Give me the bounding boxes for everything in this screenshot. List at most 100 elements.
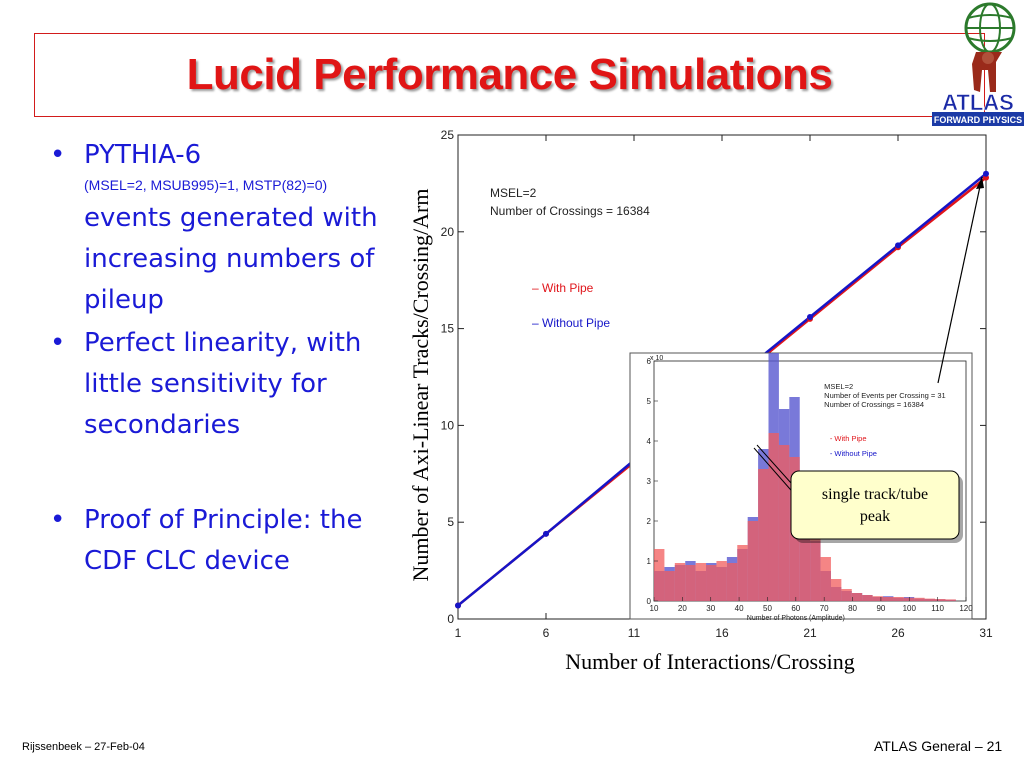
inset-x-tick-label: 20 <box>678 604 687 613</box>
title-box: Lucid Performance Simulations <box>34 33 985 117</box>
inset-y-tick-label: 1 <box>647 557 652 566</box>
inset-x-tick-label: 60 <box>791 604 800 613</box>
data-point <box>543 530 549 537</box>
inset-x-tick-label: 30 <box>706 604 715 613</box>
histogram-bar <box>914 597 925 601</box>
arrow-head-icon <box>976 177 984 189</box>
callout-text-line-2: peak <box>860 508 890 525</box>
bullet-1: • PYTHIA-6 (MSEL=2, MSUB995)=1, MSTP(82)… <box>40 135 400 321</box>
data-point <box>983 170 989 177</box>
histogram-bar <box>820 557 831 601</box>
x-tick-label: 1 <box>455 626 462 640</box>
callout-arrow-line <box>937 176 983 384</box>
x-tick-label: 31 <box>979 626 993 640</box>
y-axis-label: Number of Axi-Linear Tracks/Crossing/Arm <box>408 189 433 582</box>
x-axis-label: Number of Interactions/Crossing <box>565 649 855 674</box>
inset-x-tick-label: 70 <box>820 604 829 613</box>
inset-y-tick-label: 3 <box>647 477 652 486</box>
histogram-bar <box>695 563 707 601</box>
bullet-dot-icon: • <box>50 140 66 170</box>
histogram-bar <box>883 597 894 601</box>
bullet-1-subtext: (MSEL=2, MSUB995)=1, MSTP(82)=0) <box>84 177 328 193</box>
y-tick-label: 20 <box>441 225 455 239</box>
data-point <box>455 602 461 609</box>
histogram-bar <box>654 549 665 601</box>
inset-x-tick-label: 40 <box>735 604 744 613</box>
inset-y-tick-label: 2 <box>647 517 652 526</box>
inset-x-tick-label: 10 <box>650 604 659 613</box>
inset-x-tick-label: 90 <box>876 604 885 613</box>
histogram-bar <box>747 521 759 601</box>
bullet-1-rest: events generated with increasing numbers… <box>84 203 378 315</box>
y-tick-label: 10 <box>441 418 455 432</box>
inset-legend-entry: - Without Pipe <box>830 449 877 458</box>
inset-x-tick-label: 80 <box>848 604 857 613</box>
inset-y-tick-label: 4 <box>647 437 652 446</box>
inset-annotation: Number of Crossings = 16384 <box>824 400 924 409</box>
histogram-bar <box>924 598 936 601</box>
histogram-bar <box>664 571 675 601</box>
histogram-bar <box>737 545 748 601</box>
histogram-bar <box>685 565 696 601</box>
bullet-2: • Perfect linearity, with little sensiti… <box>40 323 400 446</box>
histogram-bar <box>830 579 842 601</box>
inset-y-tick-label: 5 <box>647 397 652 406</box>
legend-entry: – With Pipe <box>532 281 594 295</box>
histogram-bar <box>768 433 779 601</box>
bullet-dot-icon: • <box>50 328 66 358</box>
bullet-list: • PYTHIA-6 (MSEL=2, MSUB995)=1, MSTP(82)… <box>40 135 400 582</box>
inset-y-tick-label: 6 <box>647 357 652 366</box>
x-tick-label: 21 <box>803 626 817 640</box>
footer-page-number: ATLAS General – 21 <box>874 738 1003 754</box>
inset-x-tick-label: 50 <box>763 604 772 613</box>
logo-text: ATLAS <box>942 90 1014 115</box>
inset-legend-entry: - With Pipe <box>830 434 867 443</box>
inset-y-tick-label: 0 <box>647 597 652 606</box>
bullet-dot-icon: • <box>50 505 66 535</box>
bullet-2-text: Perfect linearity, with little sensitivi… <box>84 328 362 440</box>
main-annotation: Number of Crossings = 16384 <box>490 204 650 218</box>
main-annotation: MSEL=2 <box>490 186 537 200</box>
callout-box <box>790 470 960 540</box>
x-tick-label: 26 <box>891 626 905 640</box>
y-tick-label: 25 <box>441 128 455 142</box>
logo-subtext: FORWARD PHYSICS <box>934 115 1022 125</box>
atlas-figure-icon <box>964 2 1016 92</box>
x-tick-label: 16 <box>715 626 729 640</box>
inset-x-tick-label: 120 <box>959 604 973 613</box>
y-tick-label: 0 <box>447 612 454 626</box>
y-tick-label: 5 <box>447 515 454 529</box>
histogram-bar <box>706 565 717 601</box>
inset-x-tick-label: 110 <box>931 604 944 613</box>
bullet-3-text: Proof of Principle: the CDF CLC device <box>84 505 363 576</box>
histogram-bar <box>716 561 727 601</box>
inset-annotation: MSEL=2 <box>824 382 853 391</box>
data-point <box>895 242 901 249</box>
inset-y-multiplier: x 10 <box>650 355 663 362</box>
inset-x-axis-label: Number of Photons (Amplitude) <box>747 615 845 622</box>
legend-entry: – Without Pipe <box>532 316 610 330</box>
atlas-logo: ATLAS FORWARD PHYSICS <box>932 2 1024 126</box>
histogram-bar <box>778 445 790 601</box>
histogram-bar <box>841 589 852 601</box>
histogram-bar <box>872 596 884 601</box>
inset-x-tick-label: 100 <box>903 604 917 613</box>
x-tick-label: 11 <box>628 626 641 640</box>
callout-pointer-line <box>753 447 798 498</box>
x-tick-label: 6 <box>543 626 550 640</box>
bullet-3: • Proof of Principle: the CDF CLC device <box>40 500 400 582</box>
histogram-bar <box>935 599 946 601</box>
data-point <box>807 313 813 320</box>
histogram-bar <box>851 593 863 601</box>
footer-author-date: Rijssenbeek – 27-Feb-04 <box>22 741 145 753</box>
histogram-bar <box>945 599 956 601</box>
histogram-bar <box>758 469 769 601</box>
histogram-bar <box>862 595 873 601</box>
histogram-bar <box>674 563 686 601</box>
histogram-bar <box>810 517 821 601</box>
callout-text-line-1: single track/tube <box>822 486 928 503</box>
y-tick-label: 15 <box>441 322 455 336</box>
bullet-1-text: PYTHIA-6 <box>84 140 202 170</box>
inset-annotation: Number of Events per Crossing = 31 <box>824 391 946 400</box>
